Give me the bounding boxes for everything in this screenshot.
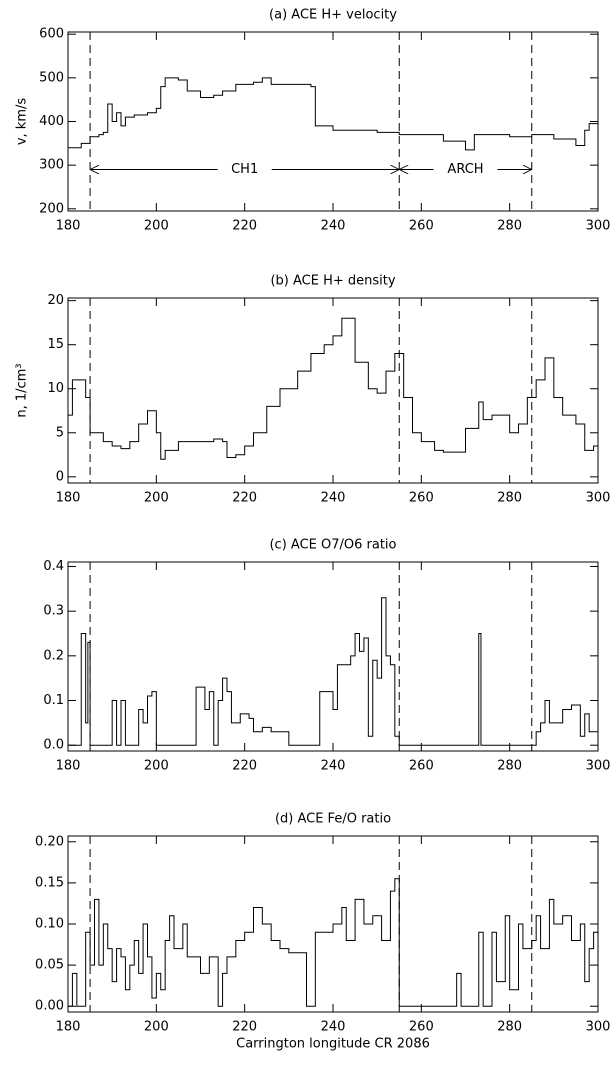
y-tick-label: 0.0 (43, 738, 64, 753)
chart-title: (b) ACE H+ density (270, 274, 395, 289)
y-tick-label: 0 (56, 469, 64, 484)
chart-title: (d) ACE Fe/O ratio (275, 812, 391, 827)
y-tick-label: 600 (39, 27, 64, 42)
y-tick-label: 0.3 (43, 604, 64, 619)
plot-frame (68, 32, 598, 211)
x-tick-label: 200 (144, 219, 169, 234)
y-tick-label: 400 (39, 114, 64, 129)
x-tick-label: 220 (232, 1020, 257, 1035)
y-tick-label: 0.20 (35, 834, 64, 849)
y-tick-label: 0.05 (35, 958, 64, 973)
y-tick-label: 10 (47, 381, 64, 396)
y-tick-label: 0.15 (35, 875, 64, 890)
chart-title: (c) ACE O7/O6 ratio (269, 538, 396, 553)
x-tick-label: 240 (321, 759, 346, 774)
x-tick-label: 240 (321, 219, 346, 234)
x-tick-label: 240 (321, 1020, 346, 1035)
x-tick-label: 300 (586, 759, 610, 774)
x-tick-label: 280 (497, 219, 522, 234)
x-tick-label: 280 (497, 491, 522, 506)
data-line (68, 598, 598, 745)
x-tick-label: 200 (144, 1020, 169, 1035)
x-tick-label: 220 (232, 219, 257, 234)
x-tick-label: 260 (409, 219, 434, 234)
x-tick-label: 260 (409, 759, 434, 774)
chart-title: (a) ACE H+ velocity (269, 8, 397, 23)
plot-frame (68, 298, 598, 483)
x-tick-label: 300 (586, 219, 610, 234)
y-tick-label: 0.00 (35, 999, 64, 1014)
y-tick-label: 0.4 (43, 559, 64, 574)
x-tick-label: 200 (144, 491, 169, 506)
x-tick-label: 180 (56, 1020, 81, 1035)
panel: (d) ACE Fe/O ratio 180 200 220 240 260 280 300 0… (35, 812, 610, 1052)
panel: (a) ACE H+ velocity 180 200 220 240 260 280 300… (15, 8, 610, 234)
region-label: ARCH (447, 162, 483, 177)
x-tick-label: 260 (409, 491, 434, 506)
x-tick-label: 180 (56, 219, 81, 234)
x-axis-label: Carrington longitude CR 2086 (236, 1037, 430, 1052)
x-tick-label: 240 (321, 491, 346, 506)
region-label: CH1 (231, 162, 258, 177)
y-tick-label: 0.1 (43, 693, 64, 708)
y-tick-label: 0.10 (35, 917, 64, 932)
y-axis-label: n, 1/cm³ (15, 363, 30, 417)
x-tick-label: 220 (232, 759, 257, 774)
y-tick-label: 200 (39, 201, 64, 216)
y-tick-label: 300 (39, 158, 64, 173)
data-line (68, 879, 598, 1006)
y-tick-label: 20 (47, 293, 64, 308)
x-tick-label: 260 (409, 1020, 434, 1035)
x-tick-label: 220 (232, 491, 257, 506)
panel: (b) ACE H+ density 180 200 220 240 260 280 300 0… (15, 274, 610, 506)
y-tick-label: 15 (47, 337, 64, 352)
x-tick-label: 180 (56, 759, 81, 774)
x-tick-label: 280 (497, 1020, 522, 1035)
x-tick-label: 300 (586, 491, 610, 506)
data-line (68, 318, 598, 459)
x-tick-label: 300 (586, 1020, 610, 1035)
y-tick-label: 5 (56, 425, 64, 440)
y-tick-label: 500 (39, 70, 64, 85)
y-axis-label: v, km/s (15, 98, 30, 146)
data-line (68, 78, 598, 150)
y-tick-label: 0.2 (43, 648, 64, 663)
x-tick-label: 200 (144, 759, 169, 774)
x-tick-label: 280 (497, 759, 522, 774)
panel: (c) ACE O7/O6 ratio 180 200 220 240 260 280 300… (43, 538, 610, 774)
x-tick-label: 180 (56, 491, 81, 506)
